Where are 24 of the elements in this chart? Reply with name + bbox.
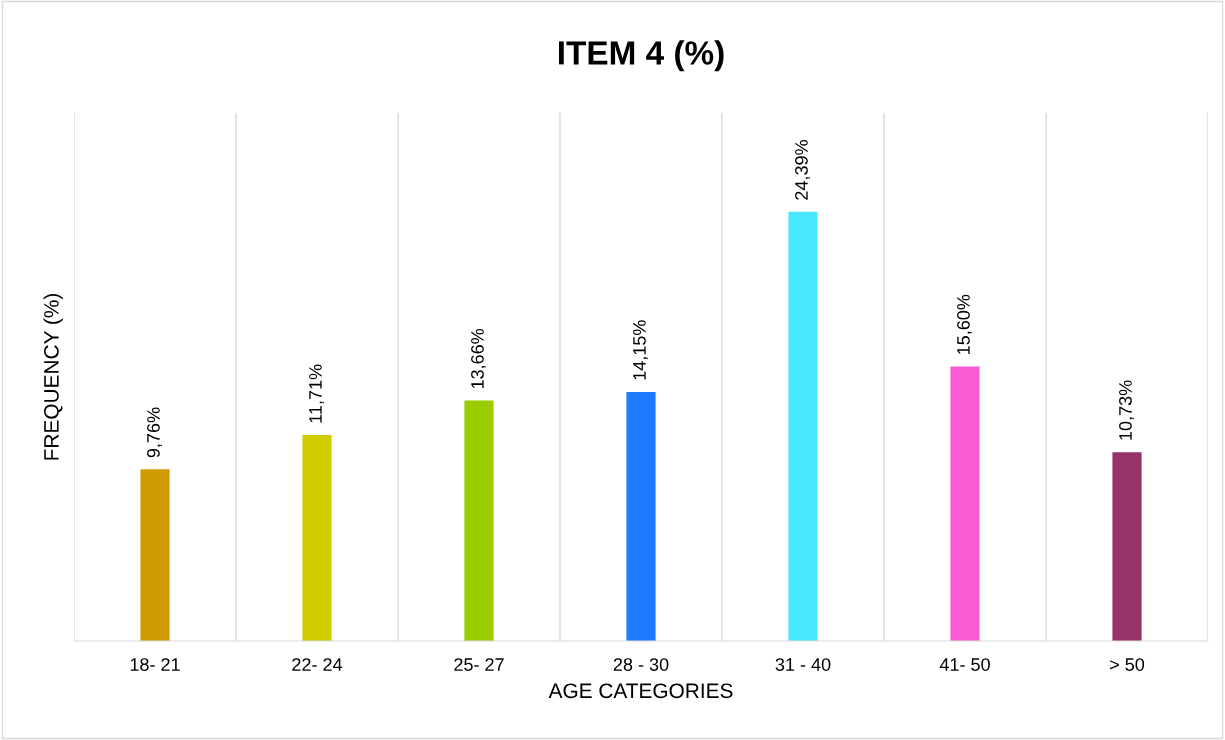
x-tick-label: > 50 xyxy=(1110,658,1145,671)
x-tick-label: 41- 50 xyxy=(939,658,990,671)
data-label: 24,39% xyxy=(795,140,810,200)
data-label: 9,76% xyxy=(147,407,162,458)
x-tick-label: 18- 21 xyxy=(130,658,180,671)
data-label: 14,15% xyxy=(633,320,648,380)
chart-title: ITEM 4 (%) xyxy=(558,40,724,72)
x-tick-label: 28 - 30 xyxy=(613,658,669,671)
bar xyxy=(140,469,170,641)
x-tick-label: 22- 24 xyxy=(292,658,343,671)
data-label: 13,66% xyxy=(471,328,486,389)
x-tick-label: 25- 27 xyxy=(454,658,504,671)
y-axis-title: FREQUENCY (%) xyxy=(43,293,63,460)
bar xyxy=(788,211,818,641)
bar xyxy=(302,434,332,641)
bar xyxy=(464,400,494,641)
bar xyxy=(1112,452,1142,641)
x-tick-label: 31 - 40 xyxy=(775,658,831,671)
bar xyxy=(626,391,656,641)
x-axis-title: AGE CATEGORIES xyxy=(548,683,733,699)
data-label: 15,60% xyxy=(957,294,972,354)
data-label: 10,73% xyxy=(1119,380,1134,440)
data-label: 11,71% xyxy=(309,364,324,423)
bar xyxy=(950,366,980,641)
